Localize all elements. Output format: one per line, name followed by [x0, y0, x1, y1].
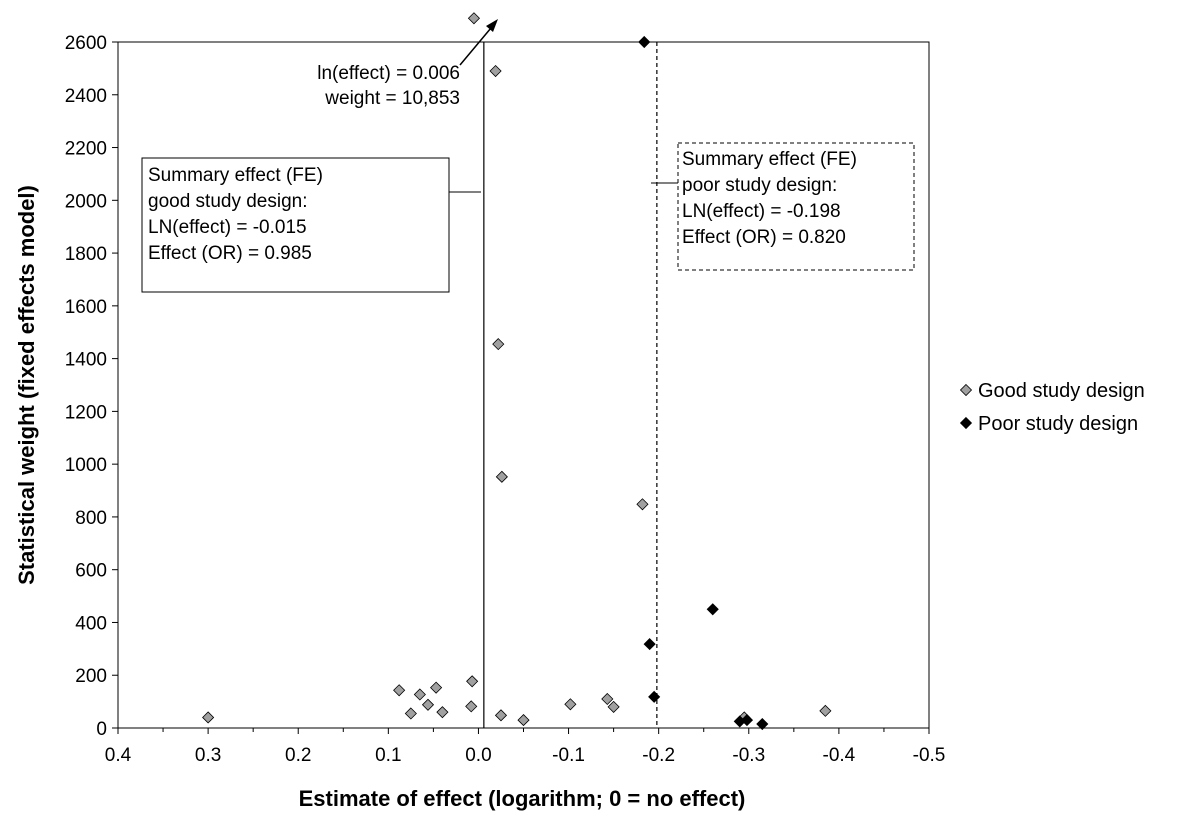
poor-summary-box: Summary effect (FE) poor study design: L… [651, 142, 915, 271]
y-tick-label: 2000 [65, 191, 107, 212]
good-design-point [601, 692, 614, 706]
data-points [202, 12, 832, 731]
good-design-point [421, 698, 435, 711]
y-tick-label: 1600 [65, 297, 107, 318]
legend-item-poor: Poor study design [959, 413, 1138, 435]
x-tick-label: 0.0 [465, 745, 491, 766]
good-design-point [430, 681, 443, 694]
good-design-point [466, 675, 479, 688]
x-tick-label: 0.1 [375, 745, 401, 766]
good-box-line3: LN(effect) = -0.015 [148, 217, 307, 238]
poor-box-line1: Summary effect (FE) [682, 149, 857, 170]
x-tick-label: -0.4 [823, 745, 856, 766]
y-tick-label: 2600 [65, 33, 107, 54]
y-tick-label: 0 [96, 719, 107, 740]
outlier-arrowhead [486, 19, 498, 32]
y-tick-label: 1000 [65, 455, 107, 476]
good-design-point [492, 338, 505, 351]
x-tick-label: -0.2 [642, 745, 675, 766]
outlier-label-line1: ln(effect) = 0.006 [317, 63, 460, 84]
x-tick-label: 0.2 [285, 745, 311, 766]
good-design-point [413, 688, 426, 701]
good-design-point [495, 470, 508, 483]
good-design-point [202, 711, 215, 724]
reference-lines [483, 42, 658, 728]
good-design-point [494, 709, 508, 722]
y-tick-label: 2200 [65, 139, 107, 160]
good-design-point [467, 12, 481, 25]
x-tick-label: 0.3 [195, 745, 221, 766]
poor-design-point [643, 638, 656, 651]
good-box-line4: Effect (OR) = 0.985 [148, 243, 312, 264]
good-design-point [636, 498, 649, 511]
good-design-point [819, 704, 832, 717]
good-design-point [465, 700, 478, 713]
good-box-line2: good study design: [148, 191, 308, 212]
good-design-point [517, 714, 530, 727]
legend-marker-poor [959, 416, 973, 430]
y-tick-label: 400 [75, 613, 107, 634]
poor-design-point [648, 690, 661, 703]
y-tick-label: 800 [75, 508, 107, 529]
x-axis: 0.4 0.3 0.2 0.1 0.0 -0.1 -0.2 -0.3 -0.4 -0.5 [105, 728, 946, 766]
y-axis: 0 200 400 600 800 1000 1200 1400 1600 1800 2000 220… [65, 33, 118, 740]
poor-design-point [706, 603, 719, 616]
x-tick-label: -0.5 [913, 745, 946, 766]
x-axis-title: Estimate of effect (logarithm; 0 = no ef… [299, 786, 746, 811]
y-tick-label: 600 [75, 561, 107, 582]
y-tick-label: 1200 [65, 402, 107, 423]
outlier-label-line2: weight = 10,853 [324, 88, 460, 109]
legend-label-poor: Poor study design [978, 413, 1138, 435]
good-design-point [404, 707, 417, 720]
legend-label-good: Good study design [978, 380, 1145, 402]
poor-design-point [740, 714, 754, 727]
poor-design-point [756, 717, 769, 731]
outlier-annotation: ln(effect) = 0.006 weight = 10,853 [317, 19, 498, 109]
poor-box-line4: Effect (OR) = 0.820 [682, 227, 846, 248]
y-axis-title: Statistical weight (fixed effects model) [14, 185, 39, 585]
x-tick-label: 0.4 [105, 745, 132, 766]
x-tick-label: -0.3 [732, 745, 765, 766]
poor-design-point [638, 35, 651, 49]
y-tick-label: 1400 [65, 350, 107, 371]
legend: Good study design Poor study design [959, 380, 1145, 435]
good-design-point [564, 698, 577, 711]
good-summary-box: Summary effect (FE) good study design: L… [141, 157, 481, 293]
legend-item-good: Good study design [959, 380, 1145, 402]
good-design-point [607, 700, 620, 713]
x-tick-label: -0.1 [552, 745, 585, 766]
good-design-point [436, 706, 449, 719]
good-design-point [489, 64, 502, 78]
legend-marker-good [959, 383, 973, 397]
good-box-line1: Summary effect (FE) [148, 165, 323, 186]
good-design-point [393, 684, 406, 697]
poor-box-line3: LN(effect) = -0.198 [682, 201, 841, 222]
y-tick-label: 1800 [65, 244, 107, 265]
y-tick-label: 200 [75, 666, 107, 687]
y-tick-label: 2400 [65, 86, 107, 107]
poor-box-line2: poor study design: [682, 175, 837, 196]
